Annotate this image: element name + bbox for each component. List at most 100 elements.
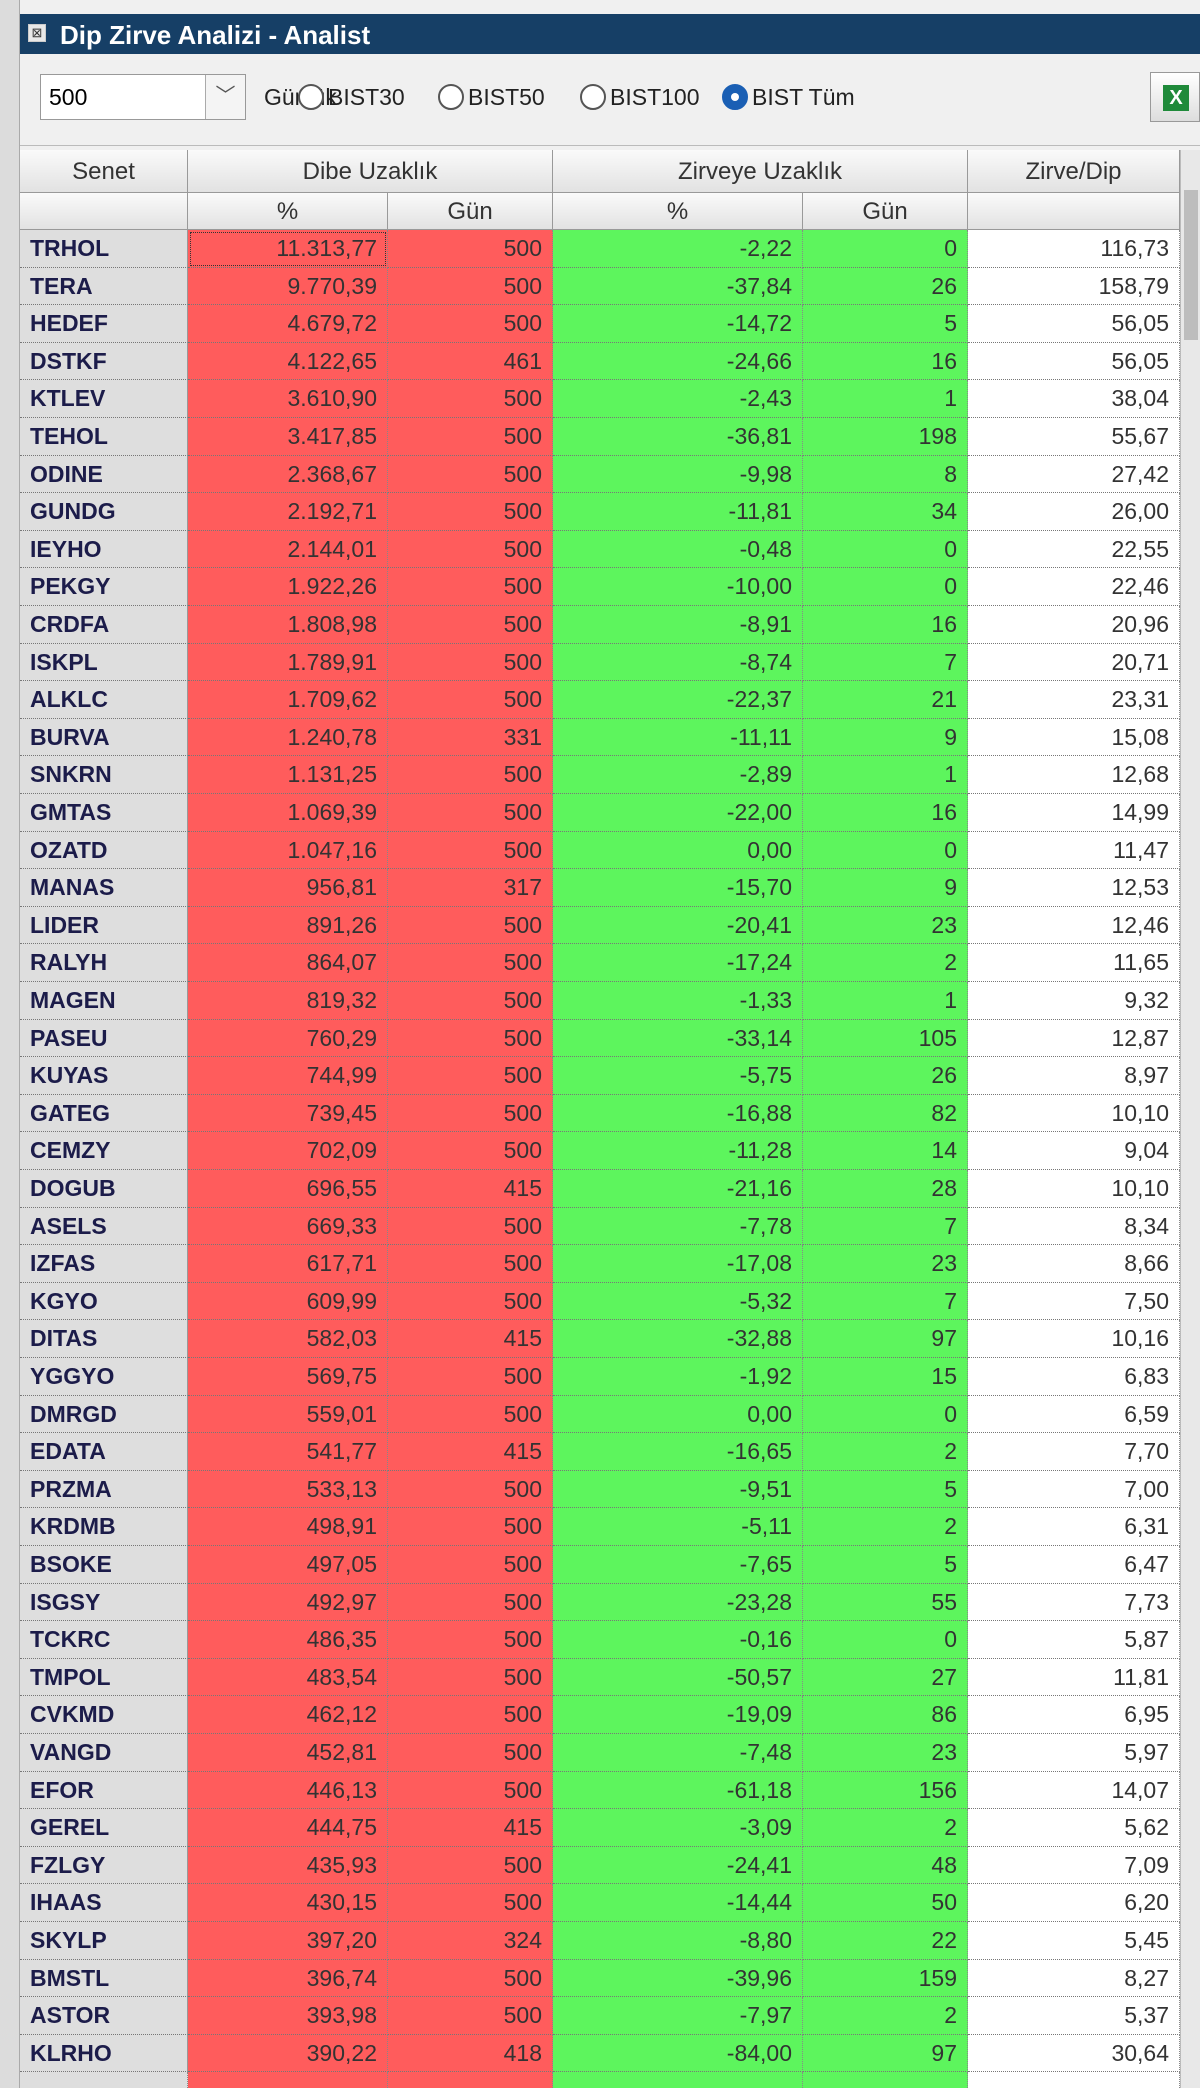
column-header: Dibe Uzaklık (188, 150, 553, 193)
value-cell: 483,54 (188, 1658, 388, 1697)
value-cell: 500 (388, 831, 553, 870)
value-cell: 461 (388, 342, 553, 381)
value-cell: 500 (388, 681, 553, 719)
value-cell: 156 (803, 1771, 968, 1810)
value-cell: 11.313,77 (188, 230, 388, 268)
radio-dot (731, 93, 739, 101)
value-cell: -14,44 (553, 1884, 803, 1922)
value-cell: 317 (388, 869, 553, 907)
excel-button[interactable]: X (1150, 72, 1200, 122)
value-cell: -22,00 (553, 794, 803, 832)
value-cell: 38,04 (968, 380, 1180, 418)
partial-row-cell (968, 2072, 1180, 2088)
value-cell: 7 (803, 1282, 968, 1321)
value-cell: 6,59 (968, 1395, 1180, 1434)
value-cell: 1 (803, 756, 968, 794)
value-cell: 669,33 (188, 1207, 388, 1246)
scrollbar[interactable] (1180, 150, 1200, 2088)
value-cell: -8,80 (553, 1922, 803, 1960)
partial-row-cell (20, 2072, 188, 2088)
ticker-cell: TMPOL (20, 1658, 188, 1697)
value-cell: 760,29 (188, 1019, 388, 1058)
value-cell: 582,03 (188, 1320, 388, 1358)
value-cell: 2 (803, 944, 968, 982)
value-cell: -16,65 (553, 1433, 803, 1471)
value-cell: 22,46 (968, 568, 1180, 606)
radio-button[interactable] (438, 84, 464, 110)
value-cell: 1.789,91 (188, 643, 388, 682)
value-cell: -7,97 (553, 1997, 803, 2035)
value-cell: 500 (388, 606, 553, 644)
value-cell: 12,46 (968, 906, 1180, 945)
radio-button[interactable] (722, 84, 748, 110)
period-combo[interactable]: 500 ﹀ (40, 74, 246, 120)
value-cell: 26 (803, 267, 968, 306)
value-cell: -7,48 (553, 1734, 803, 1772)
value-cell: -9,51 (553, 1470, 803, 1509)
value-cell: 0 (803, 530, 968, 569)
value-cell: 7,73 (968, 1583, 1180, 1622)
ticker-cell: ASTOR (20, 1997, 188, 2035)
value-cell: 10,16 (968, 1320, 1180, 1358)
ticker-cell: TERA (20, 267, 188, 306)
value-cell: 500 (388, 756, 553, 794)
value-cell: 1 (803, 380, 968, 418)
combo-arrow[interactable]: ﹀ (205, 75, 245, 119)
ticker-cell: CRDFA (20, 606, 188, 644)
value-cell: -2,43 (553, 380, 803, 418)
value-cell: -37,84 (553, 267, 803, 306)
value-cell: 819,32 (188, 982, 388, 1020)
ticker-cell: SNKRN (20, 756, 188, 794)
value-cell: 500 (388, 1395, 553, 1434)
ticker-cell: BSOKE (20, 1546, 188, 1584)
value-cell: 0 (803, 1621, 968, 1659)
value-cell: 27 (803, 1658, 968, 1697)
ticker-cell: ISGSY (20, 1583, 188, 1622)
value-cell: 500 (388, 1696, 553, 1734)
column-subheader: Gün (388, 193, 553, 230)
value-cell: -0,16 (553, 1621, 803, 1659)
close-button[interactable]: ⊠ (28, 24, 46, 42)
window-title: Dip Zirve Analizi - Analist (60, 20, 371, 50)
radio-button[interactable] (580, 84, 606, 110)
value-cell: 500 (388, 455, 553, 494)
value-cell: 569,75 (188, 1358, 388, 1396)
value-cell: -2,22 (553, 230, 803, 268)
value-cell: 3.417,85 (188, 418, 388, 456)
value-cell: 4.679,72 (188, 305, 388, 343)
scroll-thumb[interactable] (1184, 190, 1198, 340)
value-cell: 1.047,16 (188, 831, 388, 870)
value-cell: 20,71 (968, 643, 1180, 682)
value-cell: 6,47 (968, 1546, 1180, 1584)
subheader-empty (20, 193, 188, 230)
value-cell: 82 (803, 1094, 968, 1133)
value-cell: 11,47 (968, 831, 1180, 870)
value-cell: 23,31 (968, 681, 1180, 719)
value-cell: 702,09 (188, 1132, 388, 1170)
ticker-cell: ASELS (20, 1207, 188, 1246)
ticker-cell: TEHOL (20, 418, 188, 456)
ticker-cell: PEKGY (20, 568, 188, 606)
value-cell: 5 (803, 305, 968, 343)
partial-row-cell (803, 2072, 968, 2088)
value-cell: -11,81 (553, 493, 803, 531)
value-cell: 559,01 (188, 1395, 388, 1434)
value-cell: 390,22 (188, 2034, 388, 2073)
value-cell: 10,10 (968, 1094, 1180, 1133)
value-cell: 396,74 (188, 1959, 388, 1998)
value-cell: 744,99 (188, 1057, 388, 1095)
ticker-cell: DITAS (20, 1320, 188, 1358)
value-cell: 12,68 (968, 756, 1180, 794)
value-cell: -7,65 (553, 1546, 803, 1584)
value-cell: 5,97 (968, 1734, 1180, 1772)
value-cell: 486,35 (188, 1621, 388, 1659)
value-cell: 0 (803, 568, 968, 606)
value-cell: 500 (388, 1132, 553, 1170)
radio-button[interactable] (298, 84, 324, 110)
value-cell: 1.709,62 (188, 681, 388, 719)
value-cell: 34 (803, 493, 968, 531)
value-cell: 541,77 (188, 1433, 388, 1471)
value-cell: 500 (388, 1997, 553, 2035)
value-cell: 9,32 (968, 982, 1180, 1020)
